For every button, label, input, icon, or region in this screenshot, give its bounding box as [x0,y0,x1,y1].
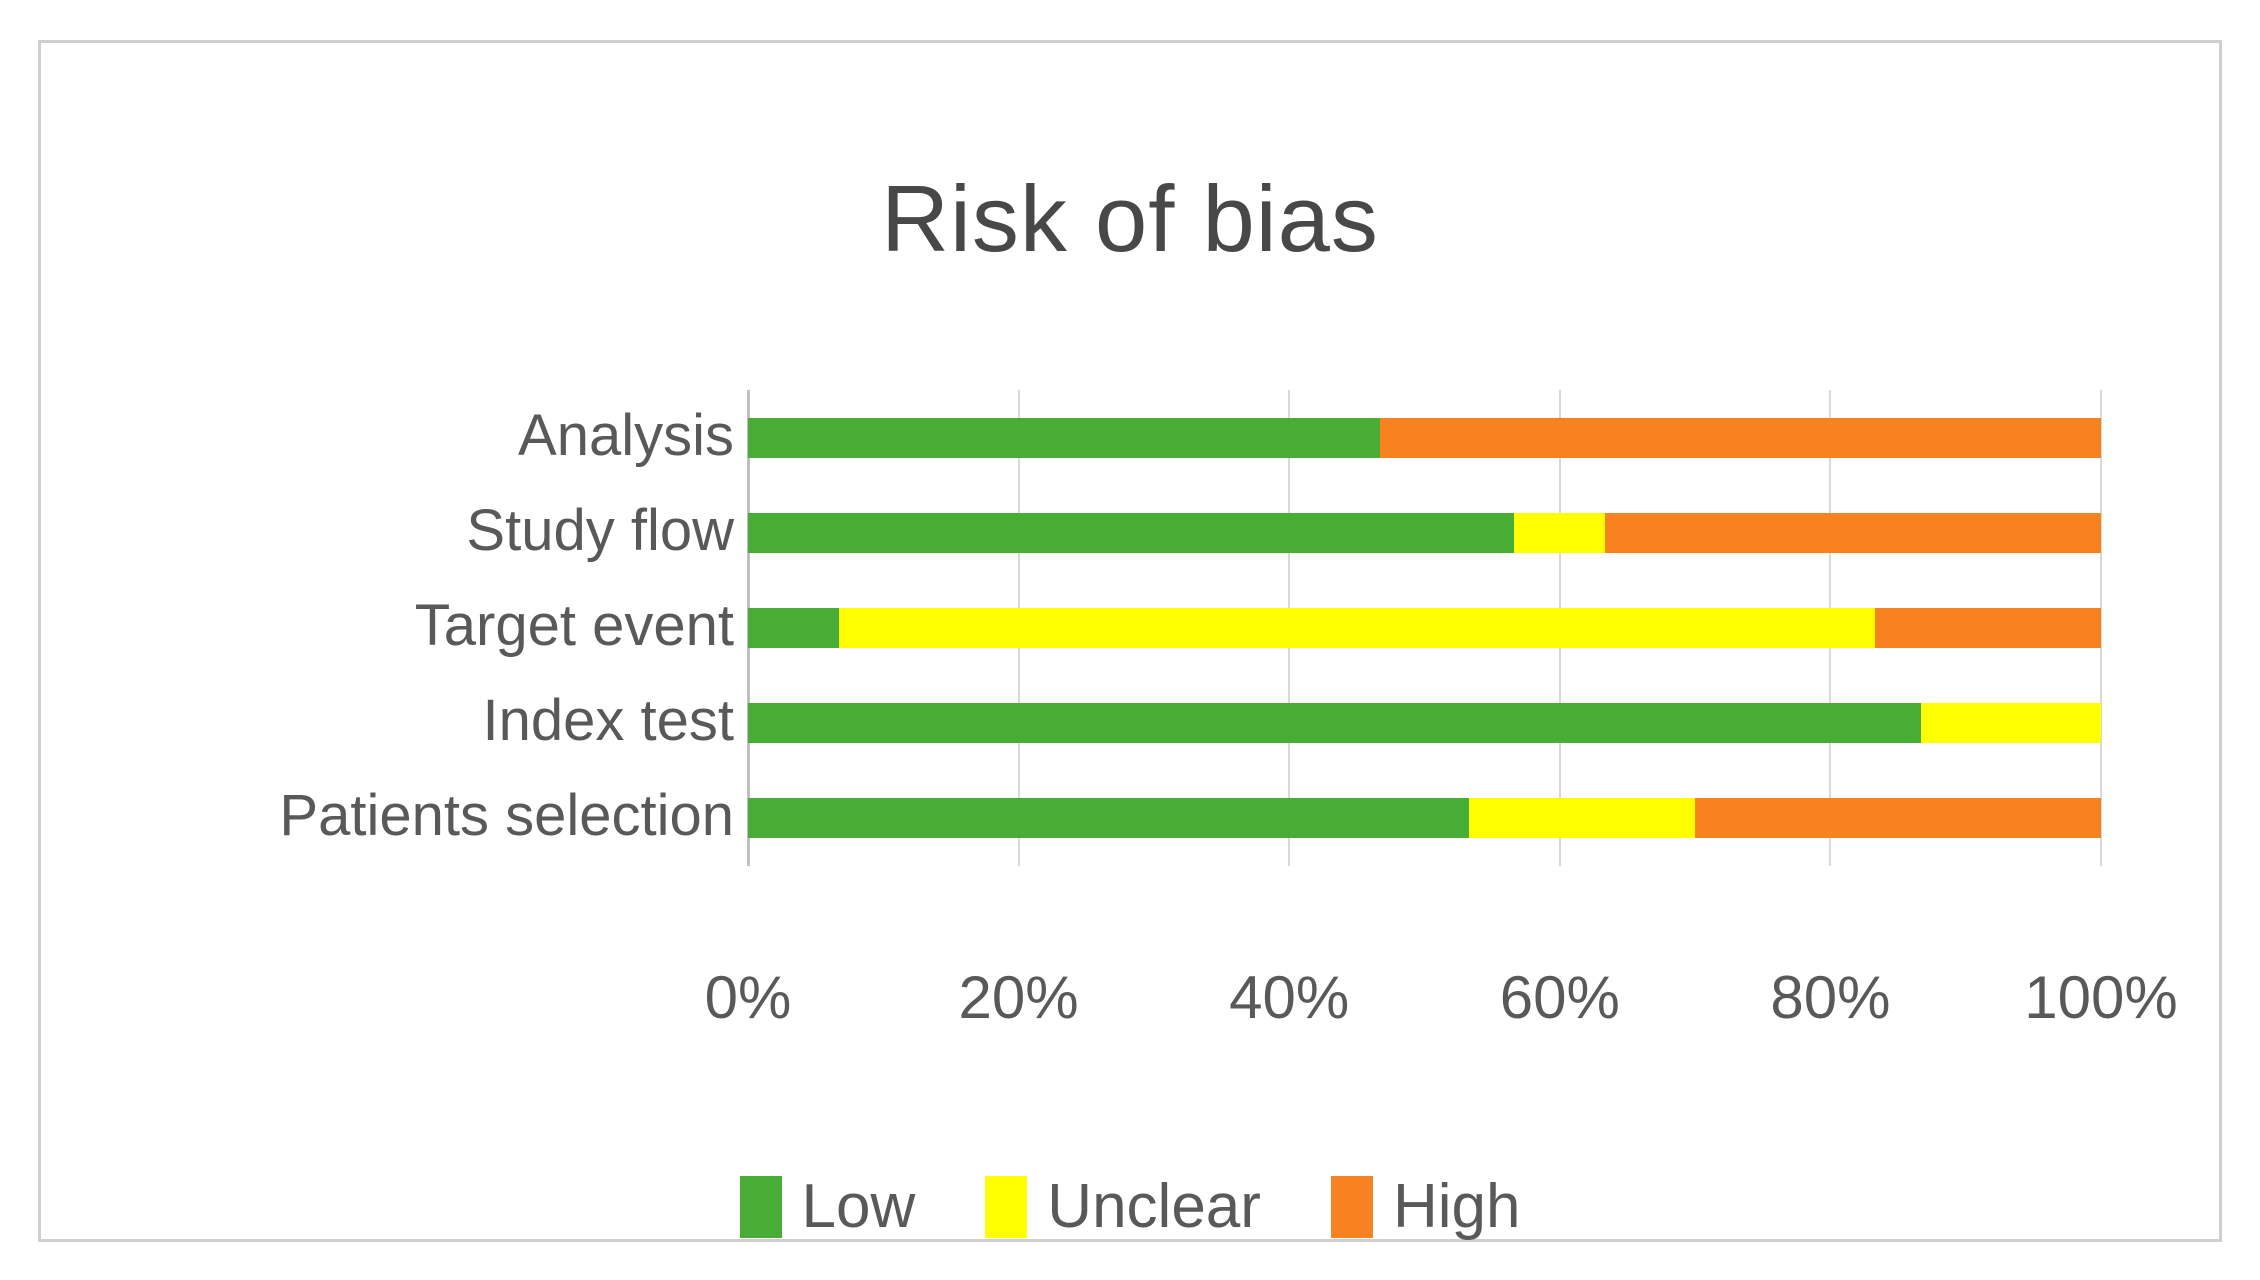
bar-segment-unclear [1469,798,1696,839]
bar-segment-high [1604,512,2101,553]
category-label: Index test [482,688,734,754]
legend-label: Low [801,1172,916,1241]
bar-segment-unclear [838,608,1876,648]
category-label: Study flow [466,497,734,563]
bar-segment-low [748,417,1380,458]
plot-area [746,390,2102,866]
tick-label: 100% [2024,964,2178,1031]
bar-segment-low [748,608,839,648]
legend-item-high: High [1330,1171,1521,1242]
bar-segment-low [748,703,1922,744]
tick-label: 0% [704,964,792,1031]
bar-segment-unclear [1921,703,2101,744]
bar-row [748,703,2101,744]
category-label: Target event [414,593,734,658]
bar-row [748,417,2101,458]
category-label: Patients selection [279,783,734,849]
tick-label: 60% [1499,964,1620,1031]
bar-segment-unclear [1514,512,1605,553]
bar-segment-high [1875,608,2101,648]
legend-label: High [1392,1172,1521,1241]
legend-marker-unclear [985,1175,1028,1238]
legend-item-low: Low [739,1171,916,1242]
chart-legend: Low Unclear High [41,1171,2219,1242]
bar-row [748,608,2101,648]
bar-row [748,798,2101,839]
chart-title: Risk of bias [881,166,1379,271]
legend-item-unclear: Unclear [985,1171,1261,1242]
bar-segment-low [748,798,1470,839]
figure-border: Risk of bias Analysis Study flow Target ev… [38,40,2222,1242]
bar-segment-high [1695,798,2101,839]
tick-label: 40% [1229,964,1350,1031]
bar-row [748,512,2101,553]
legend-marker-low [739,1175,782,1238]
bar-segment-low [748,512,1515,553]
legend-label: Unclear [1047,1172,1261,1241]
legend-marker-high [1330,1175,1373,1238]
category-label: Analysis [518,402,734,468]
gridline [2100,390,2102,866]
bar-segment-high [1379,417,2101,458]
tick-label: 20% [958,964,1079,1031]
tick-label: 80% [1770,964,1891,1031]
